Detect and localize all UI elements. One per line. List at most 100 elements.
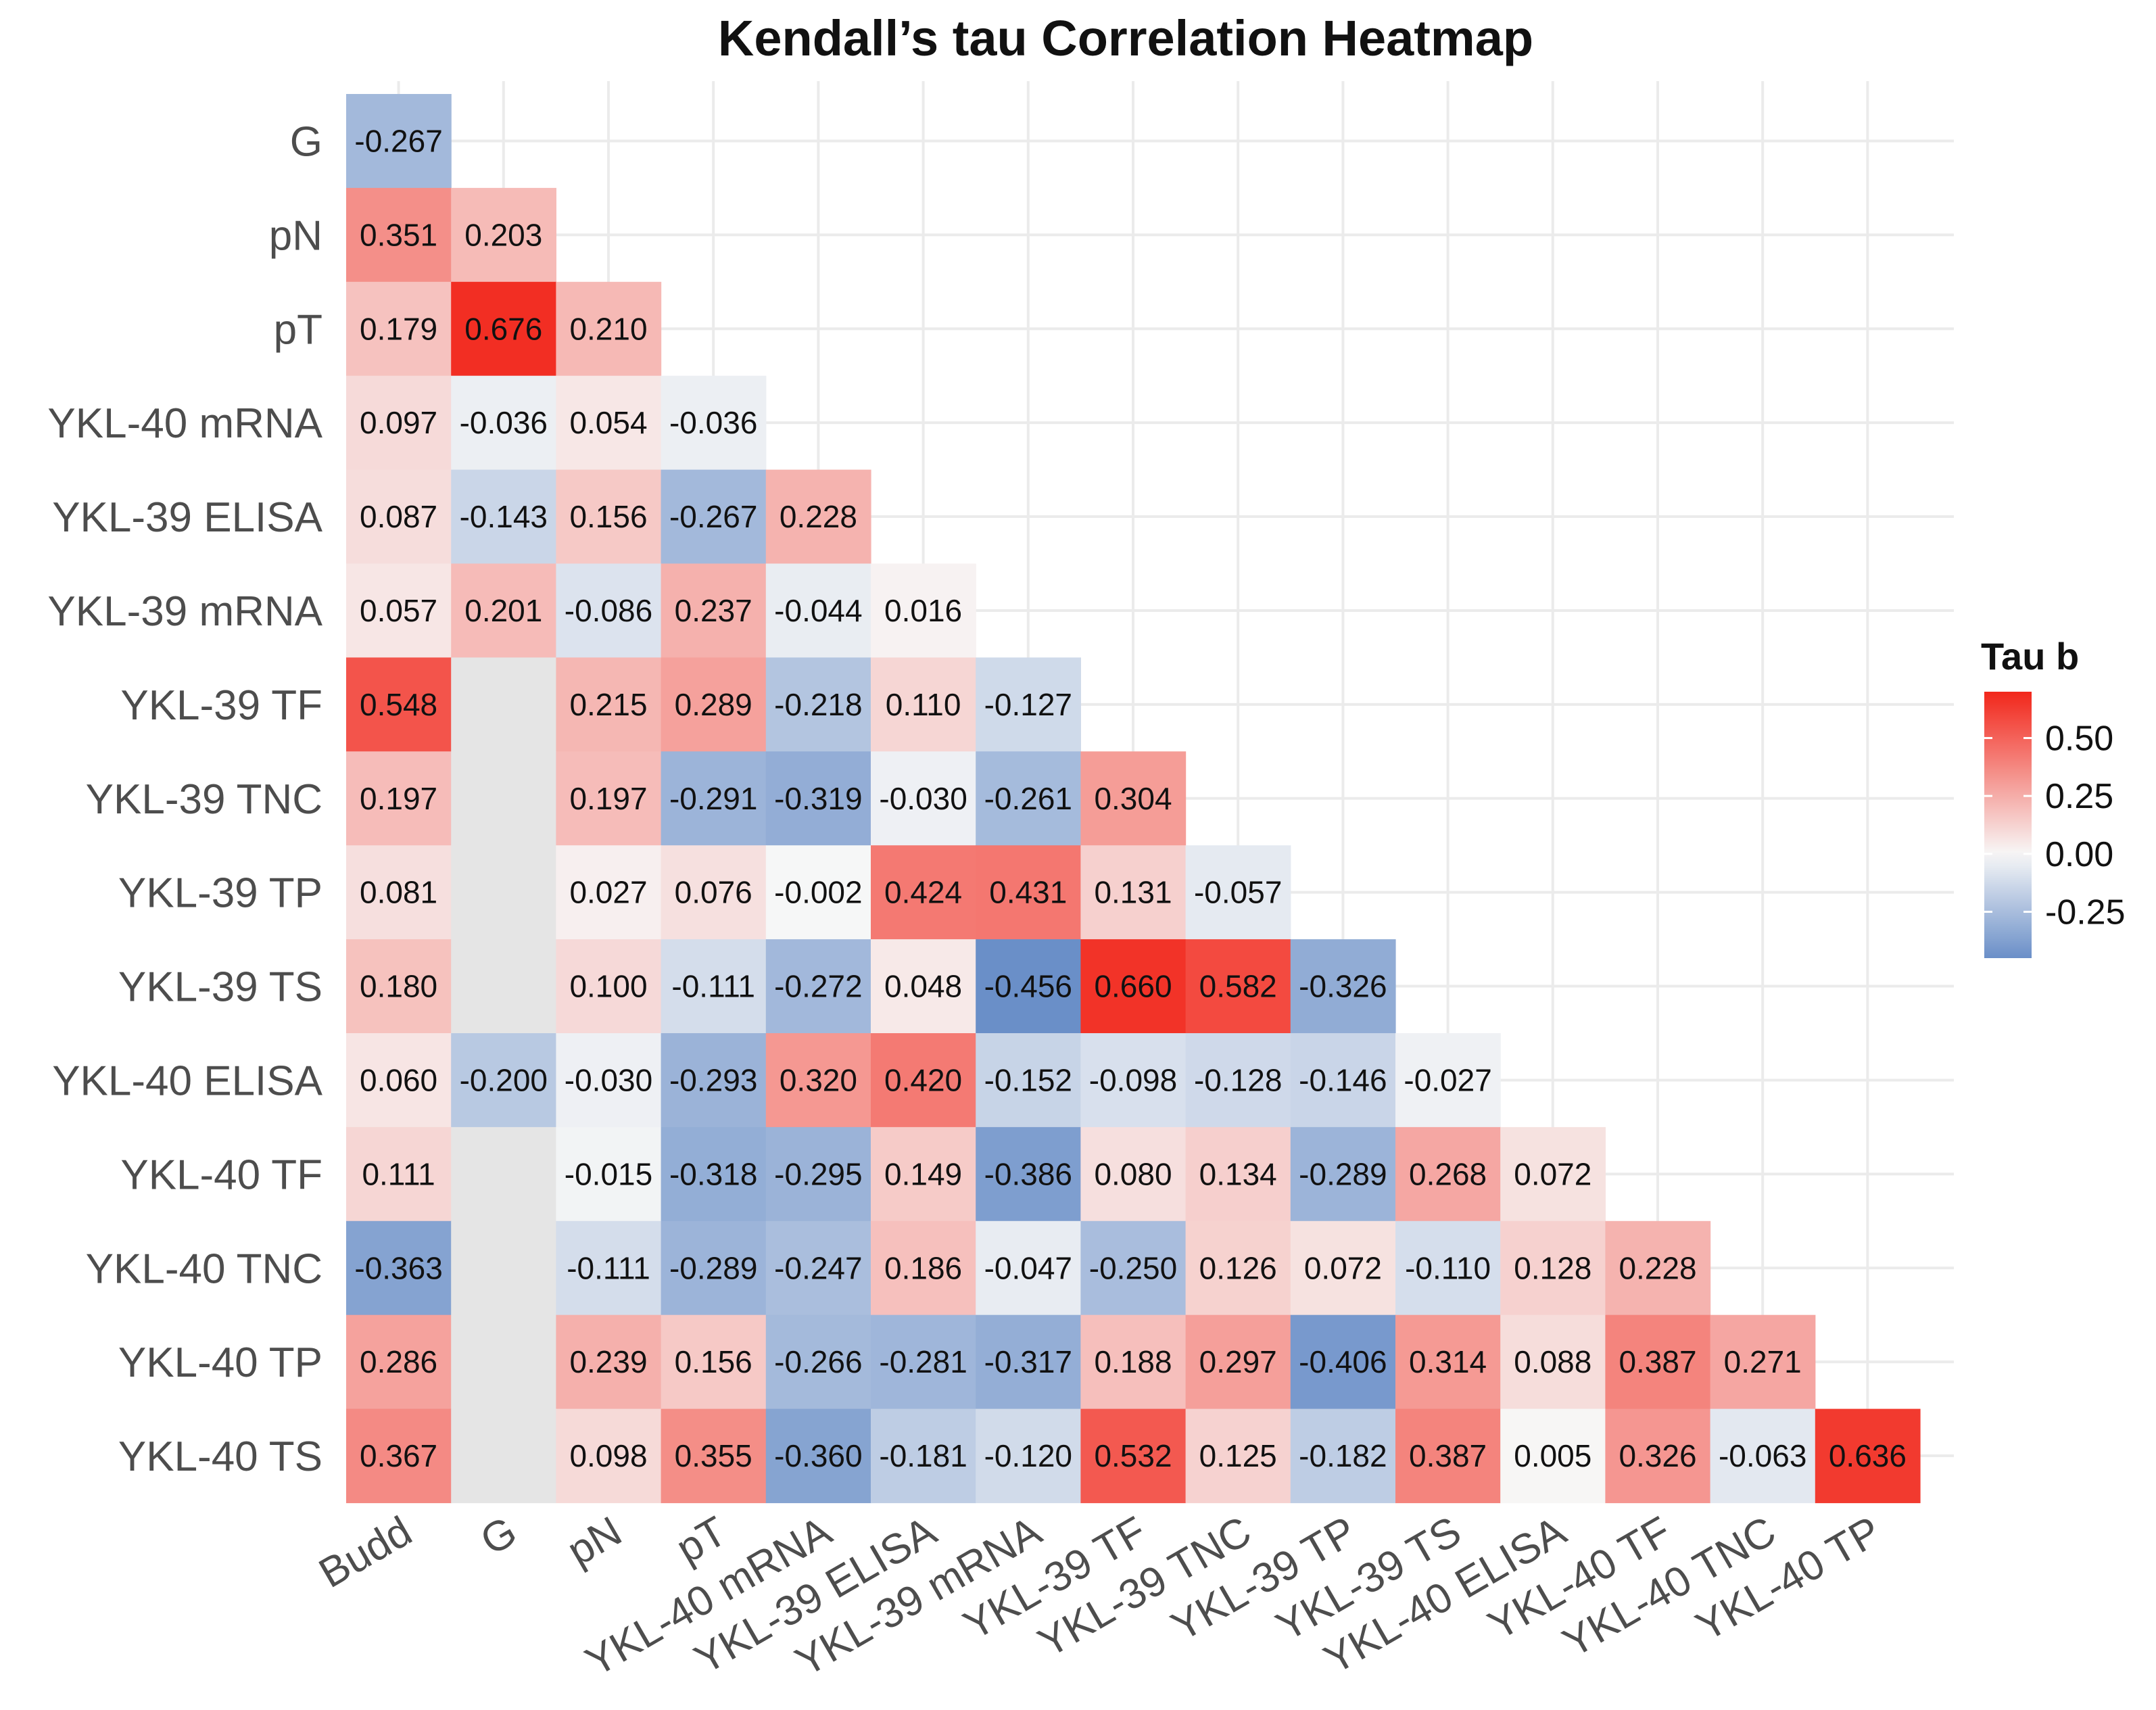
cell-value-label: 0.110 <box>886 687 961 722</box>
heatmap-cell-ykl-39-tf-g <box>451 657 556 752</box>
heatmap-cell-ykl-40-tf-ykl-39-ts <box>1395 1126 1501 1222</box>
cell-value-label: 0.297 <box>1199 1344 1277 1379</box>
cell-value-label: -0.120 <box>984 1438 1072 1473</box>
heatmap-cell-ykl-39-elisa-budd <box>346 469 452 565</box>
heatmap-cell-pn-g <box>451 187 556 283</box>
cell-value-label: 0.237 <box>675 593 752 628</box>
heatmap-cell-ykl-40-tp-ykl-39-tp <box>1290 1314 1396 1410</box>
cell-value-label: -0.057 <box>1194 875 1282 910</box>
cell-value-label: 0.128 <box>1514 1250 1591 1285</box>
cell-value-label: -0.015 <box>565 1156 652 1191</box>
cell-value-label: -0.086 <box>565 593 652 628</box>
heatmap-cell-ykl-40-ts-ykl-40-elisa <box>1500 1408 1606 1504</box>
cell-value-label: -0.200 <box>460 1062 548 1097</box>
heatmap-cell-ykl-39-tp-g <box>451 845 556 940</box>
heatmap-cell-ykl-40-elisa-pt <box>661 1033 767 1128</box>
cell-value-label: -0.247 <box>774 1250 862 1285</box>
cell-value-label: -0.326 <box>1299 969 1387 1004</box>
heatmap-cell-ykl-40-ts-ykl-39-ts <box>1395 1408 1501 1504</box>
heatmap-cell-ykl-39-tnc-ykl-39-mrna <box>976 751 1081 846</box>
heatmap-cell-ykl-39-mrna-ykl-39-elisa <box>871 563 976 658</box>
cell-value-label: 0.156 <box>675 1344 752 1379</box>
cell-value-label: 0.286 <box>360 1344 437 1379</box>
heatmap-cell-ykl-40-tp-ykl-39-tf <box>1080 1314 1187 1410</box>
cell-value-label: 0.100 <box>569 969 647 1004</box>
heatmap-cell-ykl-39-mrna-pn <box>556 563 662 658</box>
y-tick-label-ykl-40-elisa: YKL-40 ELISA <box>52 1058 322 1104</box>
x-tick-label-pn: pN <box>560 1508 629 1575</box>
heatmap-cell-ykl-39-elisa-g <box>451 469 556 565</box>
legend-ticks: 0.50 0.25 0.00 -0.25 <box>1984 719 2126 932</box>
heatmap-cell-ykl-39-tnc-ykl-39-tf <box>1080 751 1187 846</box>
heatmap-cell-ykl-40-tp-ykl-39-elisa <box>871 1314 976 1410</box>
heatmap-cell-ykl-40-ts-ykl-39-tp <box>1290 1408 1396 1504</box>
cell-value-label: -0.295 <box>774 1156 862 1191</box>
cell-value-label: 0.201 <box>464 593 542 628</box>
heatmap-cell-ykl-39-tnc-g <box>451 751 556 846</box>
legend-title: Tau b <box>1981 635 2079 678</box>
heatmap-cell-ykl-39-elisa-pt <box>661 469 767 565</box>
cell-value-label: 0.676 <box>464 311 542 346</box>
cell-value-label: 0.532 <box>1094 1438 1172 1473</box>
cell-value-label: 0.072 <box>1304 1250 1382 1285</box>
legend-tick-label: 0.50 <box>2045 719 2113 759</box>
heatmap-cell-ykl-39-tnc-budd <box>346 751 452 846</box>
cell-value-label: 0.304 <box>1094 781 1172 816</box>
cell-value-label: 0.660 <box>1094 969 1172 1004</box>
cell-value-label: 0.289 <box>675 687 752 722</box>
cell-value-label: -0.127 <box>984 687 1072 722</box>
cell-value-label: -0.111 <box>567 1250 650 1285</box>
heatmap-cell-ykl-40-tnc-budd <box>346 1220 452 1316</box>
heatmap-cell-ykl-39-tp-budd <box>346 845 452 940</box>
cell-value-label: -0.360 <box>774 1438 862 1473</box>
heatmap-cell-ykl-40-tf-ykl-39-tp <box>1290 1126 1396 1222</box>
x-tick-label-g: G <box>473 1508 525 1565</box>
heatmap-cell-pt-g <box>451 281 556 377</box>
cell-value-label: -0.261 <box>984 781 1072 816</box>
cell-value-label: 0.134 <box>1199 1156 1277 1191</box>
cell-value-label: 0.186 <box>884 1250 962 1285</box>
cell-value-label: -0.036 <box>460 405 548 440</box>
heatmap-cell-ykl-39-tp-pn <box>556 845 662 940</box>
cell-value-label: 0.048 <box>884 969 962 1004</box>
cell-value-label: -0.291 <box>669 781 757 816</box>
cell-value-label: 0.149 <box>884 1156 962 1191</box>
heatmap-cell-ykl-40-tf-ykl-39-mrna <box>976 1126 1081 1222</box>
cell-value-label: -0.143 <box>460 499 548 534</box>
cell-value-label: -0.319 <box>774 781 862 816</box>
heatmap-cell-ykl-39-tf-ykl-39-elisa <box>871 657 976 752</box>
cell-value-label: -0.128 <box>1194 1062 1282 1097</box>
heatmap-cell-ykl-40-tnc-ykl-39-ts <box>1395 1220 1501 1316</box>
heatmap-cell-ykl-39-ts-ykl-39-mrna <box>976 939 1081 1034</box>
cell-value-label: -0.318 <box>669 1156 757 1191</box>
heatmap-cell-ykl-40-tnc-ykl-39-mrna <box>976 1220 1081 1316</box>
y-tick-label-ykl-39-mrna: YKL-39 mRNA <box>47 588 322 635</box>
cell-value-label: -0.111 <box>671 969 755 1004</box>
legend-colorbar <box>1984 692 2032 958</box>
heatmap-cell-ykl-40-tnc-ykl-40-tf <box>1605 1220 1711 1316</box>
y-tick-label-pt: pT <box>274 306 322 353</box>
heatmap-cell-ykl-39-tp-ykl-39-tf <box>1080 845 1187 940</box>
heatmap-cell-ykl-39-ts-ykl-39-elisa <box>871 939 976 1034</box>
heatmap-cell-ykl-39-ts-pn <box>556 939 662 1034</box>
cell-value-label: -0.281 <box>879 1344 967 1379</box>
heatmap-cell-ykl-40-tp-ykl-40-mrna <box>765 1314 871 1410</box>
cell-value-label: -0.363 <box>354 1250 442 1285</box>
y-axis-tick-labels: GpN pT YKL-40 mRNA YKL-39 ELISA YKL-39 mRNA Y… <box>47 118 322 1480</box>
y-tick-label-g: G <box>290 118 322 165</box>
cell-value-label: 0.125 <box>1199 1438 1277 1473</box>
heatmap-cell-ykl-40-elisa-pn <box>556 1033 662 1128</box>
y-tick-label-ykl-40-tnc: YKL-40 TNC <box>86 1245 322 1292</box>
heatmap-cell-ykl-39-ts-ykl-39-tp <box>1290 939 1396 1034</box>
cell-value-label: -0.044 <box>774 593 862 628</box>
cell-value-label: -0.266 <box>774 1344 862 1379</box>
cell-value-label: 0.111 <box>362 1156 435 1191</box>
cell-value-label: -0.406 <box>1299 1344 1387 1379</box>
cell-value-label: -0.110 <box>1405 1250 1491 1285</box>
heatmap-cell-ykl-40-elisa-ykl-39-tnc <box>1185 1033 1291 1128</box>
cell-value-label: 0.424 <box>884 875 962 910</box>
heatmap-cell-ykl-40-tp-g <box>451 1314 556 1410</box>
cell-value-label: 0.636 <box>1829 1438 1907 1473</box>
